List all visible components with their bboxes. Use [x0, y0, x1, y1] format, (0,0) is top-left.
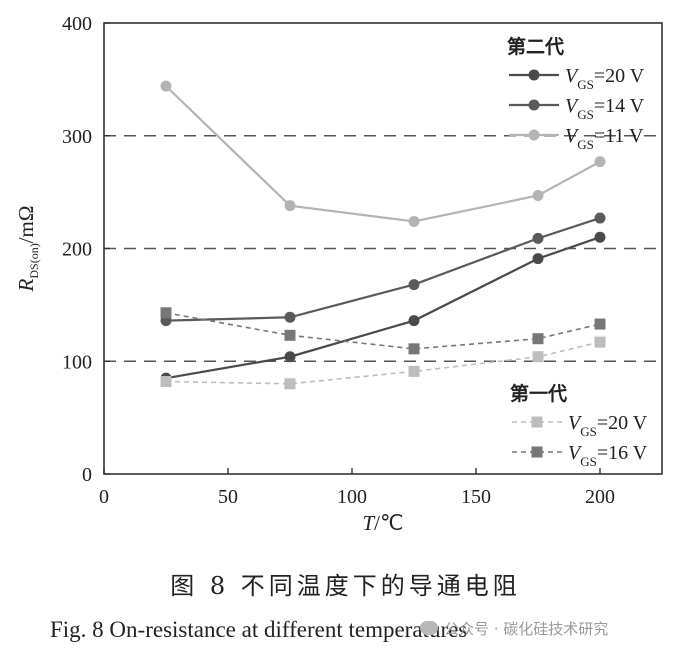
- legend-label-0-0: VGS=20 V: [565, 65, 645, 92]
- x-tick-label-0: 0: [99, 486, 109, 508]
- series-3-line: [165, 341, 601, 385]
- legend-entry-1-0: VGS=20 V: [512, 412, 648, 439]
- watermark-text: 公众号 · 碳化硅技术研究: [444, 620, 609, 638]
- legend-label-1-1: VGS=16 V: [568, 442, 648, 469]
- x-tick-label-100: 100: [337, 486, 367, 508]
- series-2-point-0: [160, 80, 172, 92]
- x-tick-label-150: 150: [461, 486, 491, 508]
- legend-entry-0-0: VGS=20 V: [509, 65, 645, 92]
- series-4-point-4: [594, 318, 606, 330]
- series-1-line: [165, 217, 601, 322]
- legend-title-1: 第一代: [510, 382, 567, 405]
- y-tick-label-200: 200: [62, 239, 92, 261]
- series-0-point-1: [284, 351, 296, 363]
- x-tick-label-50: 50: [218, 486, 238, 508]
- legend-swatch-marker-0-2: [528, 129, 540, 141]
- series-2-point-2: [408, 215, 420, 227]
- legend-entry-0-1: VGS=14 V: [509, 95, 645, 122]
- caption-chinese: 图 8 不同温度下的导通电阻: [170, 572, 521, 600]
- series-2-point-4: [594, 156, 606, 168]
- series-2-point-1: [284, 200, 296, 212]
- grid-lines: [104, 135, 662, 362]
- y-axis-label: RDS(on)/mΩ: [14, 206, 41, 293]
- series-4-line: [165, 311, 601, 350]
- x-tick-label-200: 200: [585, 486, 615, 508]
- series-1: [160, 212, 606, 327]
- series-1-point-2: [408, 279, 420, 291]
- series-3-point-3: [532, 351, 544, 363]
- axis-labels: T/℃ RDS(on)/mΩ: [14, 206, 404, 535]
- series-3-point-1: [284, 378, 296, 390]
- series-3-point-4: [594, 336, 606, 348]
- y-tick-label-0: 0: [82, 464, 92, 486]
- axis-ticks: 0 50 100 150 200 0 100 200 300 400: [62, 13, 615, 508]
- series-0-point-3: [532, 253, 544, 265]
- series-1-point-1: [284, 311, 296, 323]
- series-3-point-2: [408, 365, 420, 377]
- series-3-point-0: [160, 376, 172, 388]
- legend-swatch-marker-1-1: [531, 446, 543, 458]
- legend-label-0-2: VGS=11 V: [565, 125, 644, 152]
- legend-title-0: 第二代: [507, 35, 564, 58]
- legend-swatch-marker-0-0: [528, 69, 540, 81]
- series-0-point-2: [408, 315, 420, 327]
- legend-label-0-1: VGS=14 V: [565, 95, 645, 122]
- series-4-point-2: [408, 343, 420, 355]
- y-tick-label-400: 400: [62, 13, 92, 35]
- series-3: [160, 336, 606, 390]
- series-4-point-0: [160, 307, 172, 319]
- legend-label-1-0: VGS=20 V: [568, 412, 648, 439]
- series-layer: [160, 80, 606, 390]
- series-4-point-1: [284, 329, 296, 341]
- wechat-icon: [420, 621, 438, 635]
- series-1-point-4: [594, 212, 606, 224]
- series-4-point-3: [532, 333, 544, 345]
- x-axis-label: T/℃: [362, 511, 403, 535]
- series-1-point-3: [532, 232, 544, 244]
- series-2: [160, 80, 606, 227]
- y-tick-label-100: 100: [62, 351, 92, 373]
- legend-swatch-marker-0-1: [528, 99, 540, 111]
- series-0-point-4: [594, 231, 606, 243]
- watermark: 公众号 · 碳化硅技术研究: [420, 618, 608, 639]
- caption-english: Fig. 8 On-resistance at different temper…: [50, 617, 468, 642]
- y-tick-label-300: 300: [62, 126, 92, 148]
- legend-entry-0-2: VGS=11 V: [509, 125, 644, 152]
- legend-swatch-marker-1-0: [531, 416, 543, 428]
- series-4: [160, 307, 606, 355]
- series-2-point-3: [532, 190, 544, 202]
- legend-entry-1-1: VGS=16 V: [512, 442, 648, 469]
